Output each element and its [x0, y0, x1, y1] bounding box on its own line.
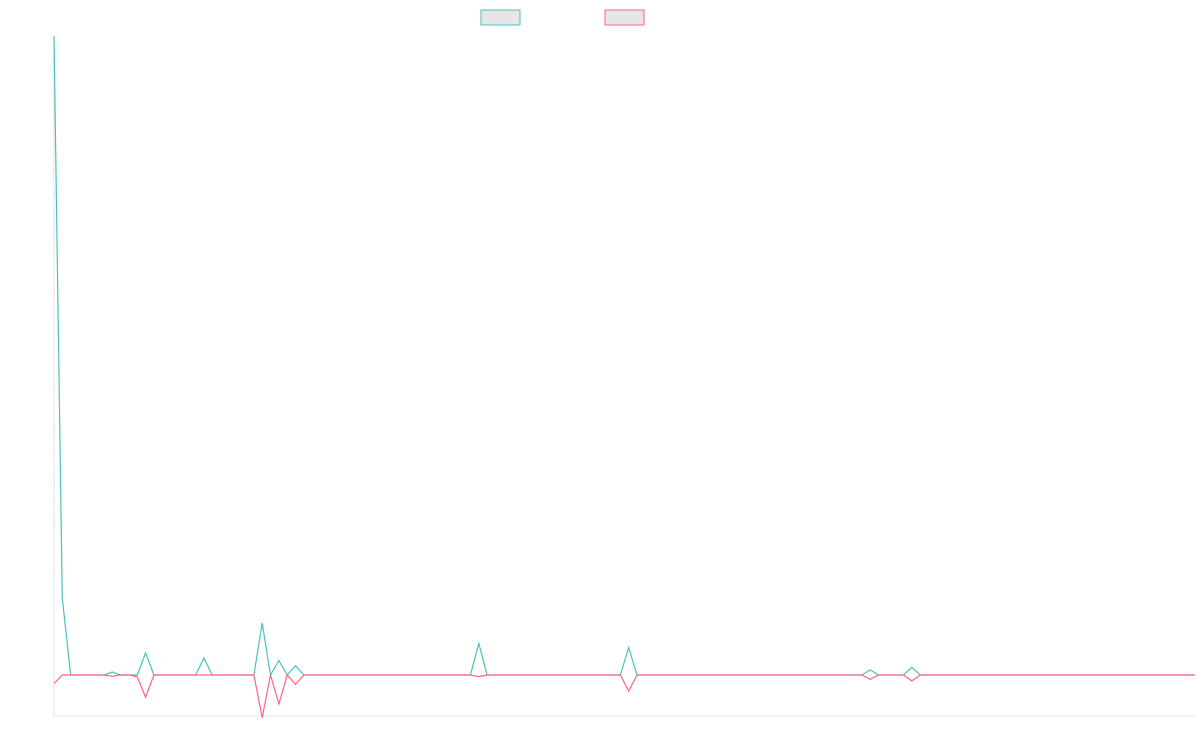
legend-swatch-1: [480, 9, 521, 26]
legend: [480, 9, 645, 26]
series-line-1: [53, 35, 1195, 677]
legend-swatch-2: [604, 9, 645, 26]
series-layer: [53, 35, 1195, 718]
series-line-2: [53, 673, 1195, 718]
axes: [53, 36, 1195, 717]
